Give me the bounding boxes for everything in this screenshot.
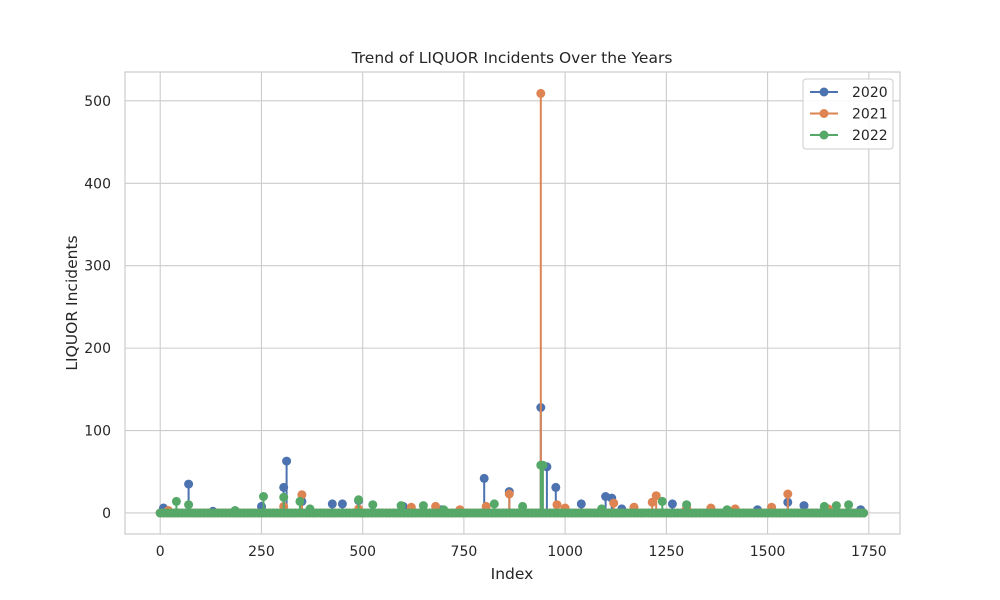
- legend-label-2022: 2022: [852, 128, 888, 144]
- data-point-peak: [418, 501, 428, 511]
- data-point-peak: [479, 473, 489, 483]
- x-tick-label: 750: [451, 544, 478, 560]
- data-point-peak: [538, 460, 548, 470]
- data-point-peak: [327, 499, 337, 509]
- series-layer: [155, 88, 869, 518]
- data-point-peak: [504, 489, 514, 499]
- data-point-peak: [536, 88, 546, 98]
- data-point-peak: [439, 505, 449, 515]
- data-point-peak: [354, 495, 364, 505]
- y-tick-label: 500: [84, 94, 111, 110]
- data-point-peak: [647, 497, 657, 507]
- grid-lines: [125, 72, 900, 534]
- data-point-peak: [171, 496, 181, 506]
- legend-marker-2021: [819, 109, 829, 118]
- legend-marker-2020: [819, 87, 829, 97]
- data-point-peak: [337, 499, 347, 509]
- x-axis-label: Index: [491, 565, 534, 583]
- data-point-peak: [184, 479, 194, 489]
- plot-area: [125, 72, 900, 534]
- x-tick-label: 500: [349, 544, 376, 560]
- x-tick-label: 1500: [750, 544, 786, 560]
- data-point-peak: [819, 501, 829, 511]
- data-point-peak: [799, 501, 809, 511]
- data-point-peak: [282, 456, 292, 466]
- data-point-peak: [295, 496, 305, 506]
- data-point-peak: [230, 506, 240, 515]
- y-tick-label: 300: [84, 259, 111, 275]
- data-point-peak: [279, 482, 289, 492]
- legend-marker-2022: [819, 130, 829, 140]
- data-point-peak: [609, 498, 619, 508]
- data-point-peak: [667, 499, 677, 509]
- data-point: [859, 508, 869, 518]
- data-point-peak: [783, 489, 793, 499]
- y-tick-label: 0: [102, 506, 111, 522]
- x-tick-label: 1250: [649, 544, 685, 560]
- data-point-peak: [552, 500, 562, 510]
- data-point-peak: [368, 500, 378, 510]
- y-tick-labels: 0 100 200 300 400 500: [84, 94, 111, 522]
- x-tick-label: 0: [156, 544, 165, 560]
- legend: 2020 2021 2022: [802, 78, 894, 150]
- legend-label-2020: 2020: [852, 85, 888, 101]
- y-tick-label: 400: [84, 176, 111, 192]
- data-point-peak: [184, 500, 194, 510]
- data-point-peak: [831, 501, 841, 511]
- data-point-peak: [279, 492, 289, 502]
- plot-frame: [124, 71, 901, 535]
- data-point-peak: [396, 501, 406, 511]
- y-tick-label: 100: [84, 424, 111, 440]
- series-2022: [155, 460, 869, 518]
- data-point-peak: [489, 499, 499, 509]
- data-point-peak: [576, 499, 586, 509]
- x-tick-label: 250: [248, 544, 275, 560]
- data-point-peak: [518, 501, 528, 511]
- y-tick-label: 200: [84, 341, 111, 357]
- data-point-peak: [597, 504, 607, 514]
- data-point-peak: [722, 505, 732, 515]
- data-point-peak: [259, 492, 268, 501]
- data-point-peak: [682, 500, 692, 510]
- legend-label-2021: 2021: [852, 107, 888, 123]
- y-axis-label: LIQUOR Incidents: [63, 235, 81, 370]
- data-point-peak: [844, 500, 854, 510]
- data-point-peak: [657, 496, 667, 506]
- data-point-peak: [551, 482, 561, 492]
- x-tick-labels: 0 250 500 750 1000 1250 1500 1750: [156, 544, 887, 560]
- data-point-peak: [651, 491, 661, 501]
- chart-title: Trend of LIQUOR Incidents Over the Years: [351, 49, 673, 67]
- data-point-peak: [305, 504, 315, 514]
- x-tick-label: 1750: [851, 544, 887, 560]
- x-tick-label: 1000: [547, 544, 583, 560]
